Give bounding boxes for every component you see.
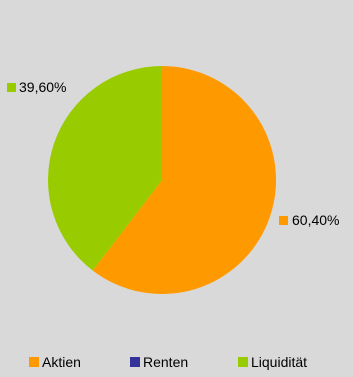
pie-slice-aktien [92, 66, 276, 294]
legend-label: Renten [143, 354, 188, 370]
data-labels: 60,40% 39,60% [7, 79, 339, 228]
pie-slices [48, 65, 276, 294]
legend-label: Aktien [42, 354, 81, 370]
pie-slice-liquidit-t [48, 65, 162, 271]
data-label-swatch [279, 216, 288, 225]
data-label-swatch [7, 83, 16, 92]
data-label: 39,60% [19, 79, 66, 95]
legend-swatch [238, 357, 248, 367]
legend-label: Liquidität [251, 354, 307, 370]
data-label: 60,40% [292, 212, 339, 228]
legend: Aktien Renten Liquidität [29, 354, 307, 370]
legend-swatch [130, 357, 140, 367]
legend-swatch [29, 357, 39, 367]
